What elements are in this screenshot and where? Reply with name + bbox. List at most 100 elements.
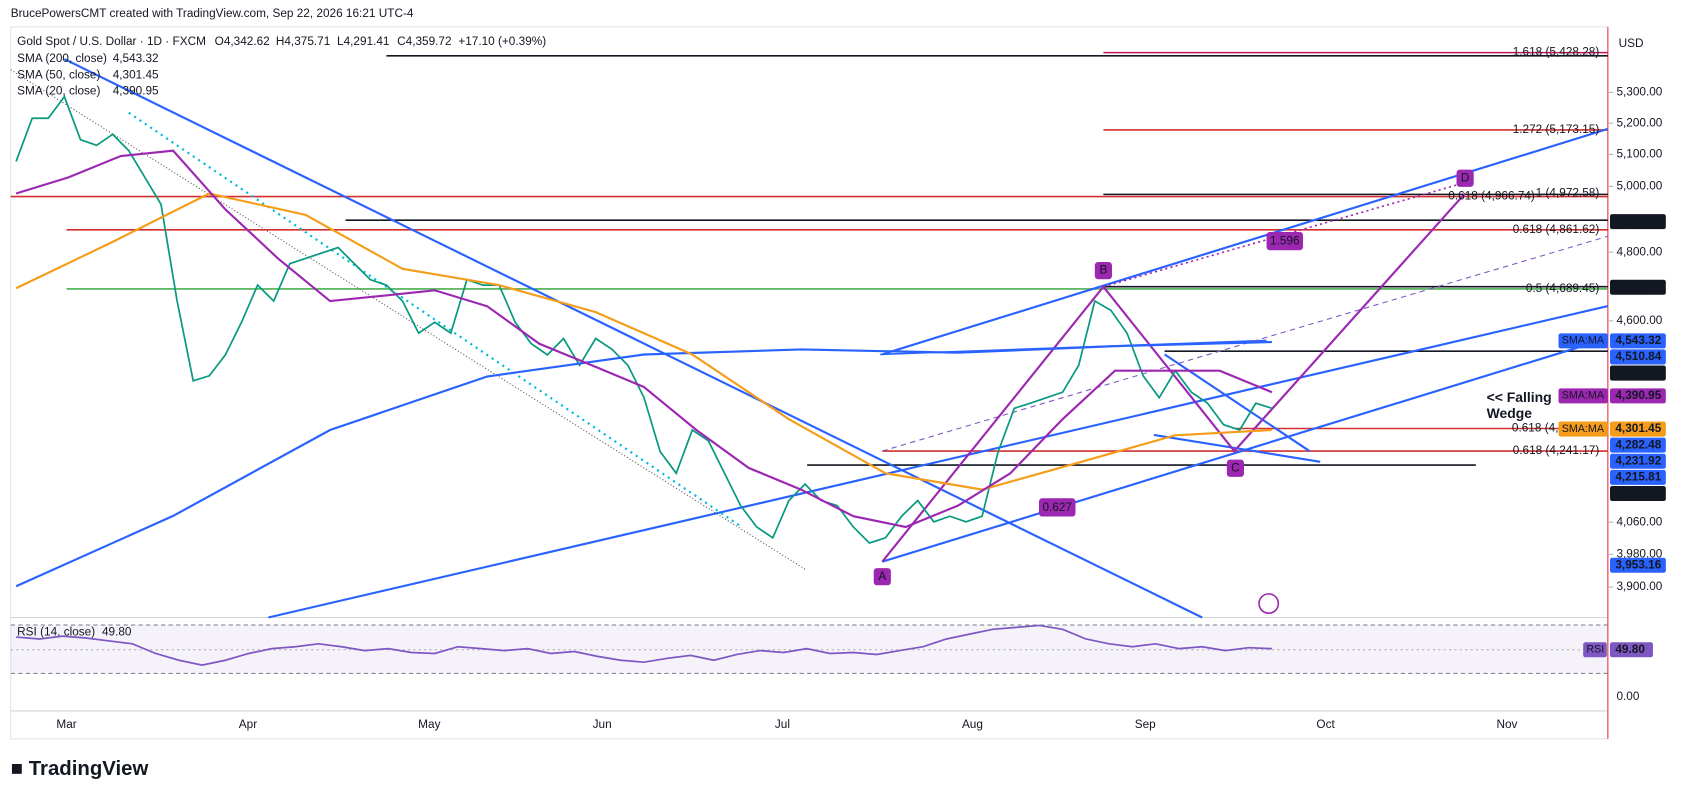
price-badge bbox=[1610, 214, 1666, 230]
price-badge-label: 4,390.95 bbox=[1615, 388, 1661, 402]
indicator-value: 4,390.95 bbox=[113, 83, 159, 97]
series-line bbox=[16, 624, 1272, 666]
point-label: D bbox=[1461, 170, 1470, 184]
point-label: B bbox=[1099, 263, 1107, 277]
rsi-badge bbox=[1583, 642, 1607, 658]
series-line bbox=[15, 192, 1272, 491]
author: BrucePowersCMT created with TradingView.… bbox=[11, 6, 414, 20]
plot bbox=[15, 94, 1273, 588]
price-badge-label: 4,696.87 bbox=[1615, 279, 1661, 293]
fib-label: 1.618 (5,428.28) bbox=[1513, 45, 1600, 59]
y-tick-label: 4,060.00 bbox=[1616, 514, 1662, 528]
badge-tag-label: SMA:MA bbox=[1562, 335, 1605, 347]
fib-label: 0.618 (4,966.74) bbox=[1448, 189, 1535, 203]
point-label: C bbox=[1231, 460, 1240, 474]
badge-tag bbox=[1558, 421, 1608, 437]
brand: ■ TradingView bbox=[11, 758, 149, 780]
series-line bbox=[15, 149, 1273, 529]
price-badge bbox=[1610, 349, 1666, 365]
rsi-badge bbox=[1610, 642, 1653, 658]
price-badge bbox=[1610, 421, 1666, 437]
badge-tag bbox=[1558, 388, 1608, 404]
x-tick-label: Mar bbox=[56, 717, 76, 731]
x-tick-label: Nov bbox=[1496, 717, 1517, 731]
change: +17.10 (+0.39%) bbox=[458, 34, 546, 48]
x-tick-label: Aug bbox=[962, 717, 983, 731]
legend: Gold Spot / U.S. Dollar · 1D · FXCM O4,3… bbox=[17, 34, 546, 48]
fib-label: 0.618 (4,241.17) bbox=[1513, 443, 1600, 457]
indicator-value: 4,301.45 bbox=[113, 67, 159, 81]
rsi-title: RSI (14, close) bbox=[17, 625, 95, 639]
y-tick-label: 4,600.00 bbox=[1616, 313, 1662, 327]
y-tick-label: 4,800.00 bbox=[1616, 244, 1662, 258]
price-badge bbox=[1610, 333, 1666, 349]
price-badge bbox=[1610, 485, 1666, 502]
pattern-labels: A B C D 1.596 0.627 << Falling Wedge bbox=[873, 169, 1552, 586]
wedge-label: Wedge bbox=[1487, 405, 1533, 421]
fib-label: 1.272 (5,173.15) bbox=[1513, 122, 1600, 136]
fib-label: 0.618 (4,861.62) bbox=[1513, 222, 1600, 236]
price-badge-label: 4,510.84 bbox=[1615, 365, 1661, 379]
price-badge-label: 4,510.84 bbox=[1615, 349, 1661, 363]
ohlc: O4,342.62 bbox=[215, 34, 270, 48]
ratio-label: 0.627 bbox=[1042, 500, 1072, 514]
badge-tag-label: SMA:MA bbox=[1562, 423, 1605, 435]
series-line bbox=[15, 340, 1272, 588]
x-tick-label: Oct bbox=[1316, 717, 1335, 731]
badge-tag bbox=[1558, 333, 1608, 349]
indicator-name: SMA (200, close) bbox=[17, 51, 107, 65]
event-icon[interactable] bbox=[1258, 593, 1280, 615]
ratio-label: 1.596 bbox=[1270, 234, 1300, 248]
y-tick-label: 5,000.00 bbox=[1616, 178, 1662, 192]
price-badge bbox=[1610, 469, 1666, 485]
abcd-pattern bbox=[881, 192, 1466, 563]
price-badge bbox=[1610, 365, 1666, 381]
series-line bbox=[15, 94, 1273, 544]
rsi-badge-label: 49.80 bbox=[1615, 642, 1645, 656]
x-tick-label: Jun bbox=[593, 717, 612, 731]
price-badge-label: 4,282.48 bbox=[1615, 437, 1661, 451]
fib-label: 0.618 (4, bbox=[1512, 421, 1559, 435]
symbol: Gold Spot / U.S. Dollar · 1D · FXCM bbox=[17, 34, 206, 48]
price-badge-label: 4,215.81 bbox=[1615, 469, 1661, 483]
wedge-label: << Falling bbox=[1487, 389, 1552, 405]
price-badge-label: 4,543.32 bbox=[1615, 333, 1661, 347]
y-tick-label: 3,900.00 bbox=[1616, 579, 1662, 593]
indicator-name: SMA (50, close) bbox=[17, 67, 100, 81]
price-badge-label: 4,231.92 bbox=[1615, 453, 1661, 467]
rsi-value: 49.80 bbox=[102, 625, 132, 639]
ohlc: H4,375.71 bbox=[276, 34, 330, 48]
y-tick-label: 3,980.00 bbox=[1616, 546, 1662, 560]
price-badge-label: 4,203.08 bbox=[1615, 486, 1661, 500]
indicator-value: 4,543.32 bbox=[113, 51, 159, 65]
price-badge bbox=[1610, 279, 1666, 295]
price-badge-label: 3,953.16 bbox=[1615, 557, 1661, 571]
x-tick-label: Jul bbox=[775, 717, 790, 731]
price-badge bbox=[1610, 453, 1666, 469]
price-badge-label: 4,892.06 bbox=[1615, 214, 1661, 228]
y-tick-label: 5,300.00 bbox=[1616, 85, 1662, 99]
y-tick-label: 5,200.00 bbox=[1616, 115, 1662, 129]
levels bbox=[10, 51, 1608, 466]
price-badge bbox=[1610, 437, 1666, 453]
ohlc: C4,359.72 bbox=[397, 34, 451, 48]
ohlc: L4,291.41 bbox=[337, 34, 389, 48]
rsi-badge-label: RSI bbox=[1586, 644, 1604, 656]
y-tick-label: 5,100.00 bbox=[1616, 147, 1662, 161]
fib-label: 1 (4,972.58) bbox=[1536, 185, 1600, 199]
x-tick-label: Apr bbox=[239, 717, 257, 731]
indicator-name: SMA (20, close) bbox=[17, 83, 100, 97]
price-badge bbox=[1610, 557, 1666, 573]
y-tick-label: 0.00 bbox=[1616, 689, 1639, 703]
fib-label: 0.5 (4,689.45) bbox=[1526, 281, 1600, 295]
point-label: A bbox=[878, 569, 886, 583]
price-badge bbox=[1610, 388, 1666, 404]
fib-labels: 1.618 (5,428.28) 1.272 (5,173.15) 0.618 … bbox=[1448, 45, 1599, 457]
x-tick-label: May bbox=[418, 717, 440, 731]
x-tick-label: Sep bbox=[1135, 717, 1156, 731]
price-badge-label: 4,301.45 bbox=[1615, 421, 1661, 435]
badge-tag-label: SMA:MA bbox=[1562, 390, 1605, 402]
